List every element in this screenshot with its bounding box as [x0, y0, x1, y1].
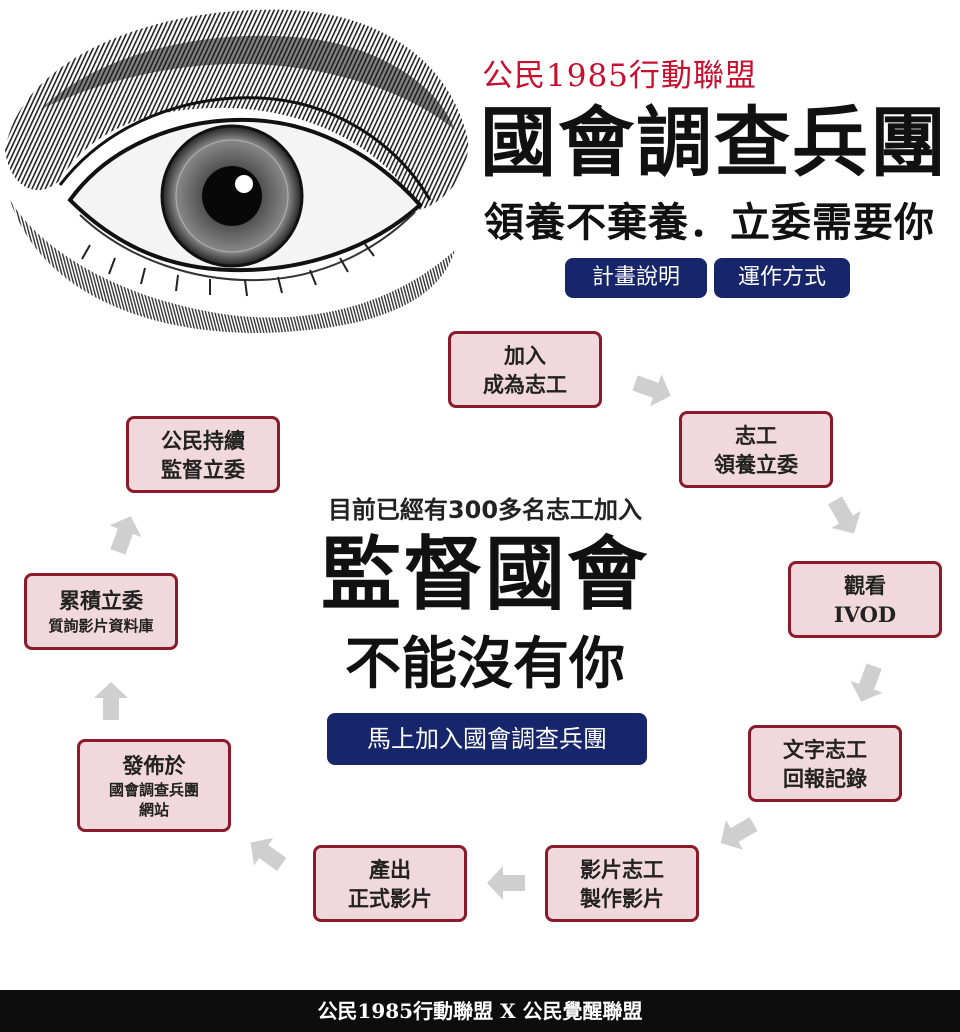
center-subhead: 不能沒有你	[345, 632, 625, 697]
step-watch-ivod: 觀看 IVOD	[788, 561, 942, 638]
flow-arrow-icon	[720, 817, 758, 850]
footer-banner: 公民1985行動聯盟 X 公民覺醒聯盟	[0, 990, 960, 1032]
flow-arrow-icon	[828, 496, 861, 534]
step-line: 監督立委	[161, 456, 245, 482]
step-join-volunteer: 加入 成為志工	[448, 331, 602, 408]
how-it-works-button[interactable]: 運作方式	[714, 258, 850, 298]
step-line: 累積立委	[58, 588, 143, 613]
step-video-produce: 影片志工 製作影片	[545, 845, 699, 922]
step-publish-website: 發佈於國會調查兵團 網站	[77, 739, 231, 832]
step-line: 成為志工	[483, 371, 567, 397]
flow-arrow-icon	[94, 682, 128, 720]
center-headline: 監督國會	[321, 528, 649, 621]
tagline: 領養不棄養．立委需要你	[484, 199, 935, 246]
step-line: 製作影片	[580, 885, 664, 911]
step-line: 網站	[138, 801, 169, 819]
step-line: 正式影片	[348, 885, 432, 911]
step-line: 影片志工	[580, 856, 664, 882]
step-line: 志工	[735, 422, 777, 448]
step-line: 產出	[369, 856, 411, 882]
step-monitor-legislator: 公民持續 監督立委	[126, 416, 280, 493]
step-line: 國會調查兵團	[108, 781, 199, 799]
flow-arrow-icon	[250, 837, 287, 871]
plan-description-button[interactable]: 計畫說明	[565, 258, 707, 298]
step-line: 加入	[504, 342, 546, 368]
step-line: 領養立委	[714, 451, 798, 477]
step-line: 回報記錄	[783, 765, 867, 791]
join-now-button[interactable]: 馬上加入國會調查兵團	[327, 713, 647, 765]
flow-arrow-icon	[487, 866, 525, 900]
eye-illustration	[5, 9, 469, 333]
volunteer-count-text: 目前已經有300多名志工加入	[327, 496, 643, 524]
flow-arrow-icon	[632, 374, 671, 407]
footer-text: 公民1985行動聯盟 X 公民覺醒聯盟	[317, 999, 643, 1023]
step-line: 質詢影片資料庫	[48, 617, 154, 635]
step-accumulate-database: 累積立委質詢影片資料庫	[24, 573, 178, 650]
step-line: 文字志工	[783, 736, 867, 762]
step-line: IVOD	[833, 601, 897, 627]
step-line: 觀看	[843, 572, 886, 598]
step-line: 公民持續	[161, 427, 245, 453]
step-line: 發佈於	[122, 753, 186, 778]
org-subtitle: 公民1985行動聯盟	[482, 58, 757, 94]
step-text-report: 文字志工 回報記錄	[748, 725, 902, 802]
flow-arrow-icon	[850, 663, 883, 702]
step-official-video: 產出 正式影片	[313, 845, 467, 922]
step-adopt-legislator: 志工 領養立委	[679, 411, 833, 488]
page-title: 國會調查兵團	[480, 98, 948, 187]
flow-arrow-icon	[109, 516, 142, 555]
